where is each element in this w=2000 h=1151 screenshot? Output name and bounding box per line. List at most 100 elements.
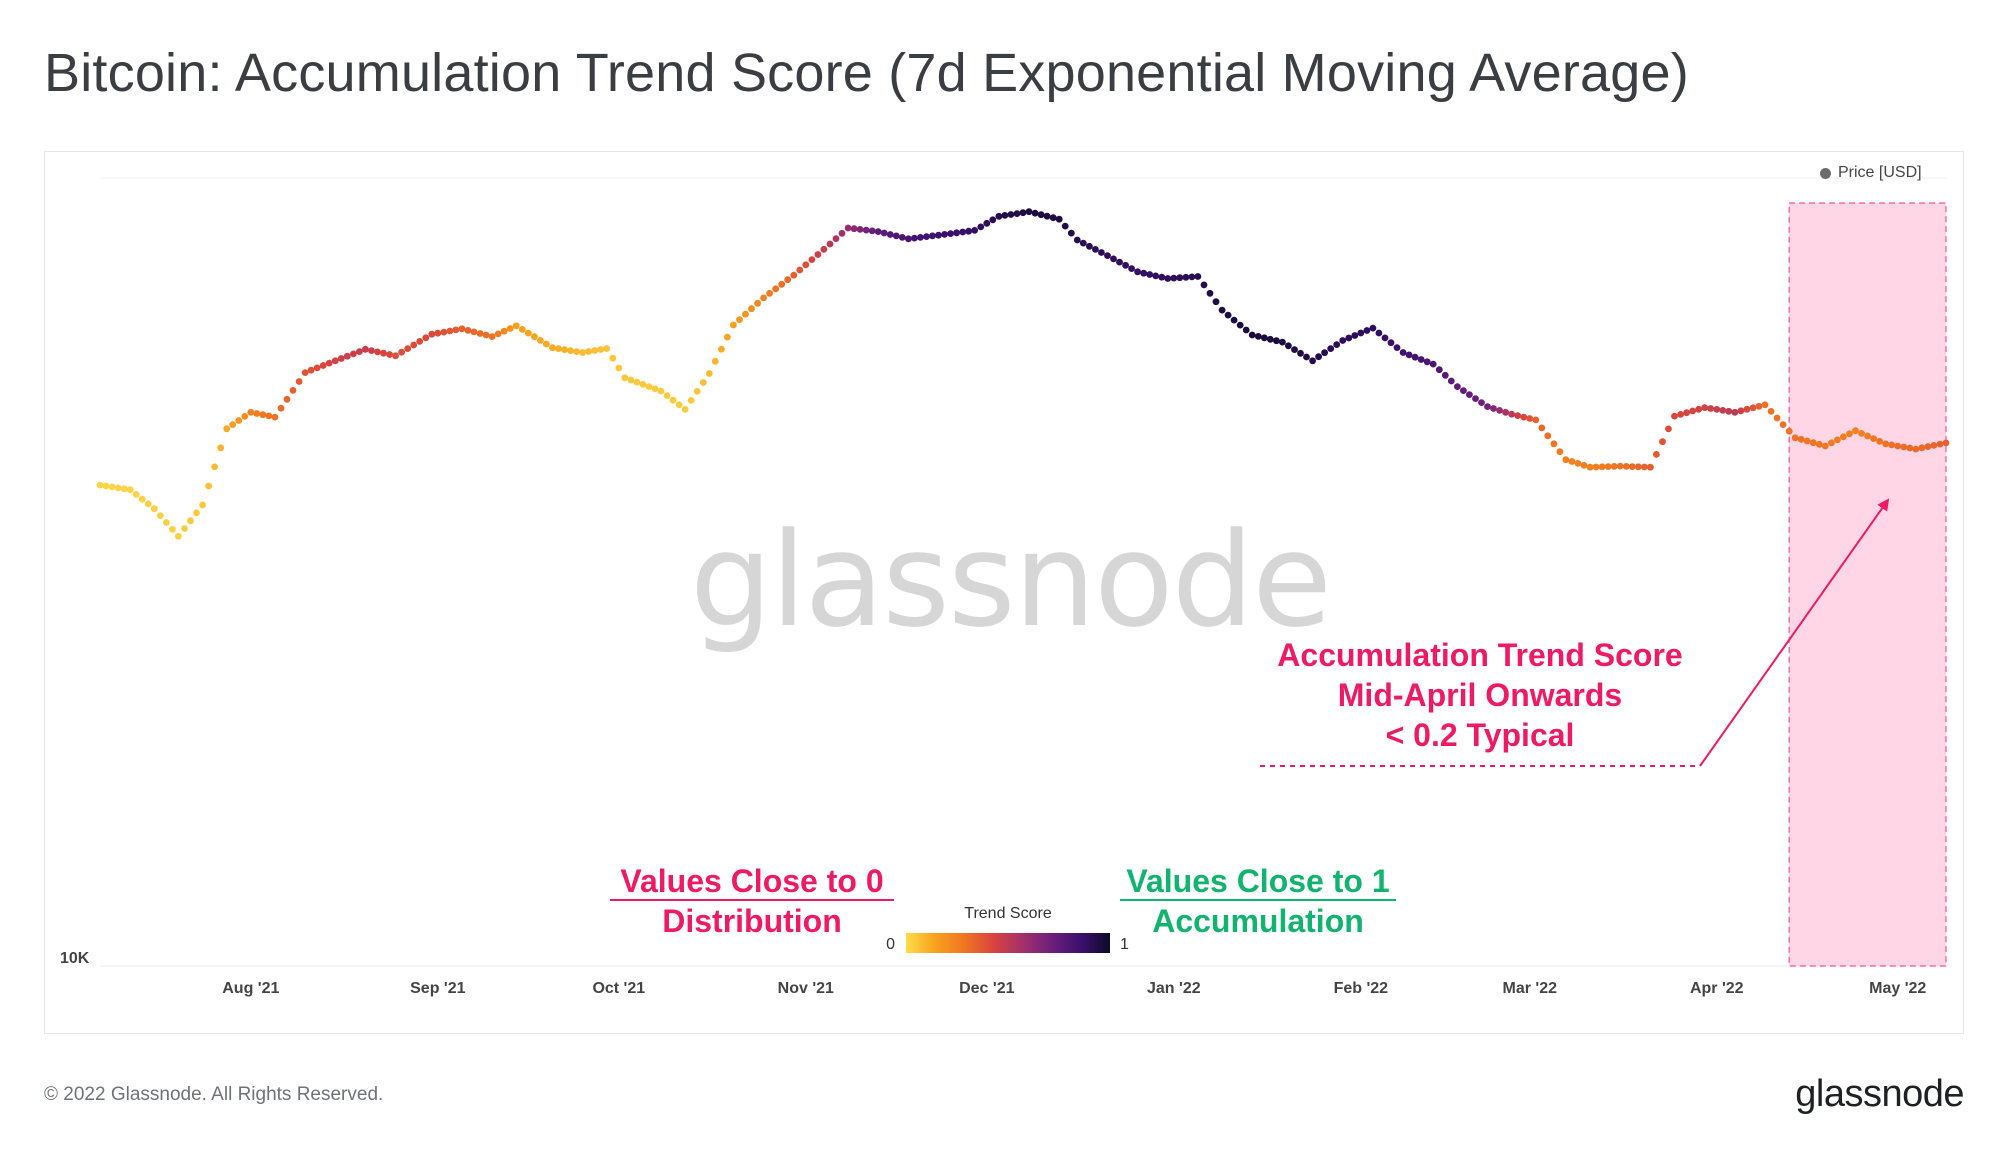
price-point <box>229 421 237 428</box>
price-point <box>820 245 828 253</box>
price-point <box>1695 405 1703 413</box>
price-point <box>398 348 405 356</box>
price-point <box>874 228 882 236</box>
annotation-line-3: < 0.2 Typical <box>1386 717 1575 753</box>
price-point <box>1146 271 1154 278</box>
price-point <box>657 387 665 395</box>
price-point <box>1701 404 1709 411</box>
price-point <box>633 378 641 386</box>
chart-frame <box>44 151 1964 1034</box>
price-point <box>886 231 894 238</box>
price-point <box>1037 211 1045 219</box>
price-point <box>374 348 381 356</box>
price-point <box>772 285 780 293</box>
price-point <box>150 505 158 513</box>
price-point <box>736 316 743 323</box>
price-point <box>235 417 243 424</box>
price-point <box>205 482 213 490</box>
price-point <box>410 341 418 349</box>
price-point <box>681 406 689 413</box>
price-point <box>175 532 182 540</box>
price-point <box>368 347 375 354</box>
price-point <box>1677 411 1684 418</box>
price-point <box>1273 337 1280 345</box>
price-point <box>1309 357 1316 365</box>
price-point <box>458 325 466 333</box>
price-point <box>699 379 707 386</box>
price-point <box>669 396 677 404</box>
price-point <box>1001 212 1009 219</box>
price-point <box>1110 255 1117 263</box>
price-point <box>1580 461 1588 469</box>
price-point <box>1671 412 1678 420</box>
x-tick-label: May '22 <box>1869 980 1926 997</box>
price-point <box>1363 327 1371 334</box>
price-point <box>1423 358 1431 366</box>
price-point <box>923 233 930 241</box>
price-point <box>1357 329 1365 337</box>
price-point <box>1454 383 1461 390</box>
price-point <box>1291 346 1298 353</box>
price-point <box>832 235 840 243</box>
annotation-arrow <box>1699 498 1890 767</box>
price-point <box>464 327 472 334</box>
price-point <box>1158 273 1166 281</box>
price-point <box>1200 281 1208 289</box>
price-point <box>96 481 104 489</box>
price-point <box>1315 353 1322 361</box>
price-point <box>549 344 556 352</box>
x-tick-label: Aug '21 <box>222 980 279 997</box>
glassnode-logo[interactable]: glassnode <box>1795 1073 1964 1115</box>
price-point <box>844 224 852 232</box>
y-tick-label: 10K <box>60 950 90 967</box>
price-point <box>1387 339 1395 347</box>
price-point <box>1755 402 1763 410</box>
price-point <box>1472 395 1479 402</box>
colorbar-min-label: 0 <box>886 936 895 953</box>
price-point <box>947 230 954 238</box>
distribution-line-2: Distribution <box>662 903 842 939</box>
price-point <box>880 229 888 237</box>
price-point <box>331 357 339 365</box>
price-point <box>1743 405 1751 413</box>
price-point <box>1405 351 1413 359</box>
price-point <box>1797 436 1805 443</box>
price-point <box>1906 444 1914 452</box>
price-point <box>1828 439 1835 447</box>
price-point <box>470 328 478 336</box>
price-point <box>1803 437 1811 445</box>
x-tick-label: Feb '22 <box>1334 980 1389 997</box>
price-point <box>253 410 261 417</box>
price-point <box>1785 427 1793 435</box>
price-point <box>711 357 719 365</box>
price-point <box>1821 442 1829 450</box>
price-point <box>1260 334 1268 342</box>
legend[interactable]: Price [USD] <box>1820 164 1922 182</box>
price-point <box>156 512 164 519</box>
price-point <box>241 413 249 420</box>
x-tick-label: Jan '22 <box>1147 980 1201 997</box>
colorbar-max-label: 1 <box>1120 936 1129 953</box>
price-point <box>1858 430 1865 437</box>
price-point <box>959 228 967 236</box>
price-point <box>1435 366 1443 374</box>
price-point <box>730 321 737 329</box>
price-point <box>307 366 315 374</box>
price-point <box>350 350 357 358</box>
price-point <box>1067 229 1075 237</box>
price-point <box>1236 321 1244 329</box>
price-point <box>1049 214 1057 222</box>
price-point <box>1031 209 1039 217</box>
price-point <box>898 234 906 241</box>
price-point <box>319 362 327 369</box>
price-point <box>1628 463 1636 470</box>
price-point <box>537 337 544 344</box>
price-point <box>524 329 532 337</box>
price-point <box>259 411 267 419</box>
annotation-line-2: Mid-April Onwards <box>1338 677 1622 713</box>
price-point <box>1399 349 1407 356</box>
price-point <box>1779 421 1787 428</box>
price-point <box>1345 334 1353 342</box>
price-point <box>1484 403 1491 410</box>
